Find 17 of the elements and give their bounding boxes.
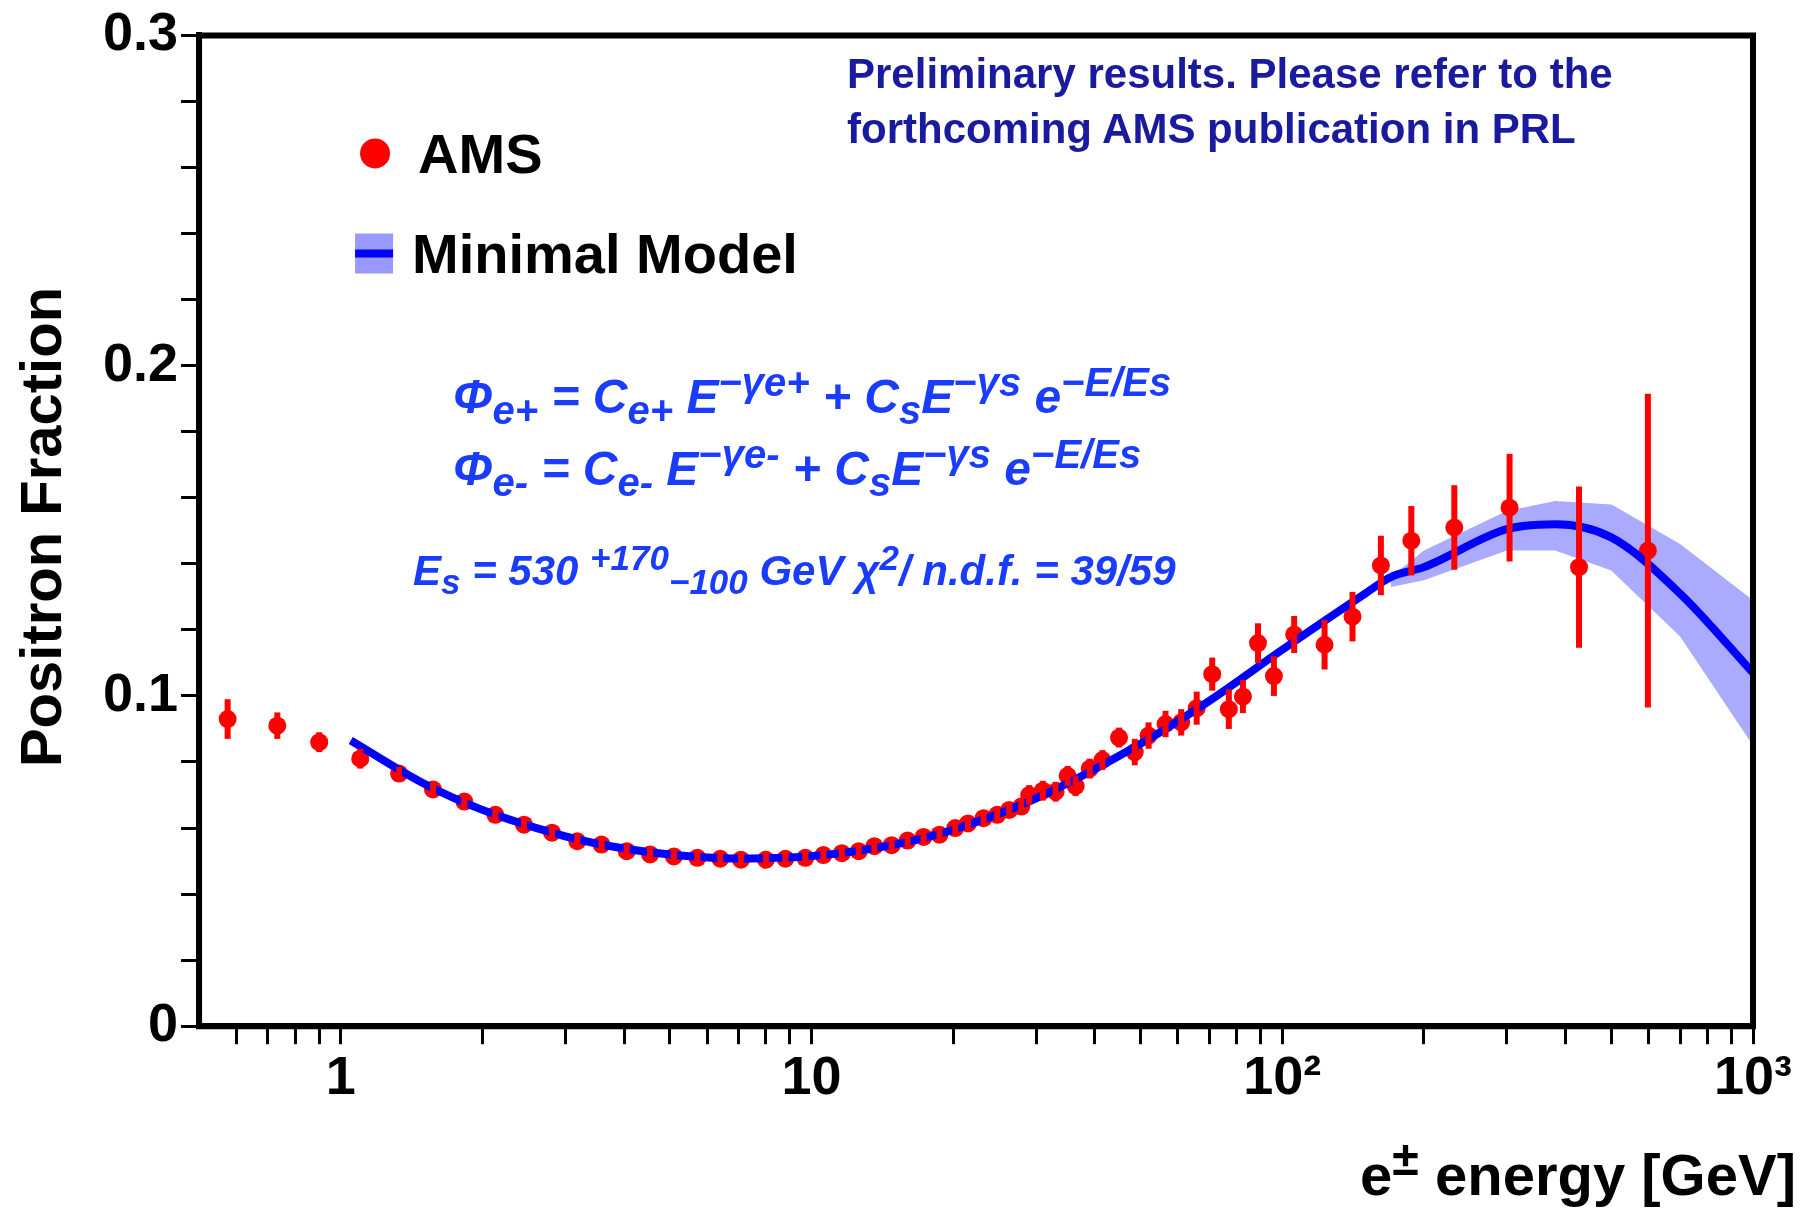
y-tick-label: 0 [148,992,179,1053]
x-tick-label: 10³ [1713,1045,1793,1106]
legend-label: Minimal Model [412,221,798,285]
y-tick-label: 0.1 [102,661,179,722]
y-axis-title: Positron Fraction [6,286,74,768]
annotation: E$_{s}$ = 530 $^{+170}$$_{−100}$ GeV χ$^{2}$/ n.d.f. = 39/59 [413,538,1176,603]
text: Φ$_{e+}$ = C$_{e+}$ E$^{−γe+}$ + C$_{s}$E$^{−γs}$ e$^{−E/Es}$ [453,360,1172,432]
annotation: forthcoming AMS publication in PRL [847,105,1576,153]
x-tick-label: 10 [781,1045,842,1106]
legend-label: AMS [418,121,543,185]
y-tick-label: 0.2 [102,331,179,392]
x-tick-label: 1 [325,1045,356,1106]
x-tick-label: 10² [1243,1045,1322,1106]
text: Φ$_{e-}$ = C$_{e-}$ E$^{−γe-}$ + C$_{s}$E$^{−γs}$ e$^{−E/Es}$ [453,432,1142,504]
annotation: Preliminary results. Please refer to the [847,50,1613,98]
y-tick-label: 0.3 [102,1,179,62]
x-axis-title: e$^{±}$ energy [GeV] [1360,1130,1796,1209]
